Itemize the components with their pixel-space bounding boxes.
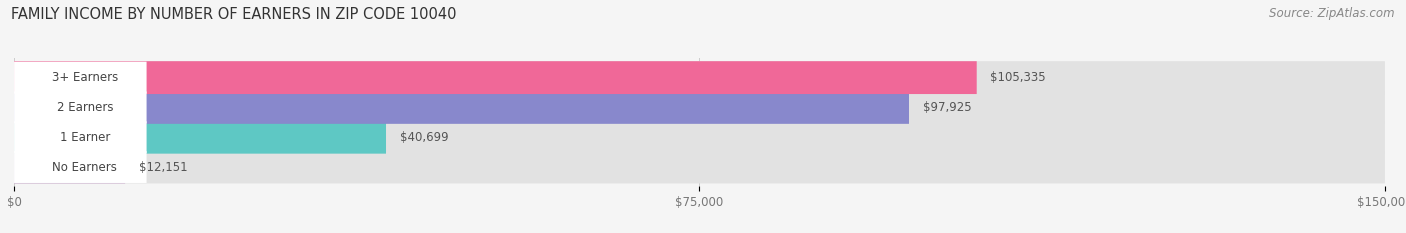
Text: $12,151: $12,151 — [139, 161, 187, 174]
FancyBboxPatch shape — [14, 61, 1385, 94]
FancyBboxPatch shape — [14, 151, 146, 183]
Text: $40,699: $40,699 — [399, 131, 449, 144]
FancyBboxPatch shape — [14, 91, 910, 124]
FancyBboxPatch shape — [14, 62, 146, 94]
FancyBboxPatch shape — [14, 61, 977, 94]
Text: 1 Earner: 1 Earner — [59, 131, 110, 144]
FancyBboxPatch shape — [14, 121, 146, 153]
FancyBboxPatch shape — [14, 151, 125, 183]
FancyBboxPatch shape — [14, 121, 1385, 154]
FancyBboxPatch shape — [14, 151, 1385, 183]
FancyBboxPatch shape — [14, 92, 146, 123]
Text: $105,335: $105,335 — [990, 71, 1046, 84]
FancyBboxPatch shape — [14, 121, 387, 154]
FancyBboxPatch shape — [14, 91, 1385, 124]
Text: No Earners: No Earners — [52, 161, 117, 174]
Text: FAMILY INCOME BY NUMBER OF EARNERS IN ZIP CODE 10040: FAMILY INCOME BY NUMBER OF EARNERS IN ZI… — [11, 7, 457, 22]
Text: $97,925: $97,925 — [922, 101, 972, 114]
Text: 3+ Earners: 3+ Earners — [52, 71, 118, 84]
Text: 2 Earners: 2 Earners — [56, 101, 112, 114]
Text: Source: ZipAtlas.com: Source: ZipAtlas.com — [1270, 7, 1395, 20]
